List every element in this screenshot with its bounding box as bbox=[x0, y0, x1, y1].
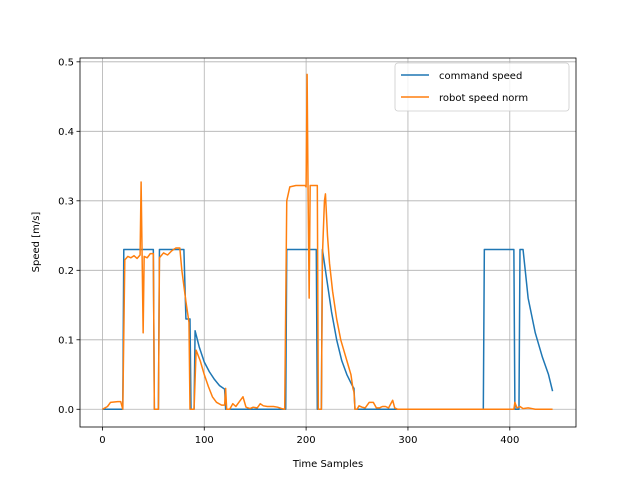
legend-label-robot-speed-norm: robot speed norm bbox=[439, 93, 528, 104]
y-axis-label: Speed [m/s] bbox=[31, 212, 42, 273]
x-axis-label: Time Samples bbox=[292, 459, 363, 470]
y-tick-label: 0.3 bbox=[58, 196, 74, 207]
x-tick-label: 100 bbox=[195, 435, 214, 446]
legend-box bbox=[394, 62, 570, 112]
series-line-command-speed bbox=[102, 248, 554, 411]
grid bbox=[80, 58, 576, 427]
y-tick-label: 0.4 bbox=[58, 127, 74, 138]
ticks: 0 100 200 300 400 0.0 0.1 0.2 0.3 0.4 0.5 bbox=[58, 57, 519, 446]
x-tick-label: 0 bbox=[99, 435, 105, 446]
series-line-robot-speed-norm bbox=[102, 73, 553, 411]
x-tick-label: 400 bbox=[500, 435, 519, 446]
y-tick-label: 0.2 bbox=[58, 266, 74, 277]
legend: command speed robot speed norm bbox=[394, 62, 570, 112]
y-tick-label: 0.5 bbox=[58, 57, 74, 68]
x-tick-label: 300 bbox=[398, 435, 417, 446]
x-tick-label: 200 bbox=[297, 435, 316, 446]
y-tick-label: 0.0 bbox=[58, 405, 74, 416]
y-tick-label: 0.1 bbox=[58, 335, 74, 346]
series-layer bbox=[102, 73, 554, 411]
legend-label-command-speed: command speed bbox=[439, 71, 522, 82]
plot-frame bbox=[79, 57, 577, 428]
